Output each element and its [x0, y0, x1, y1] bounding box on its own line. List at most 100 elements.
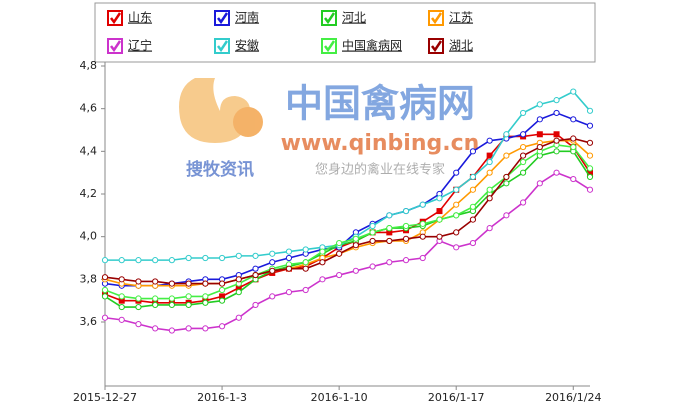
point	[336, 239, 343, 247]
legend-label[interactable]: 山东	[128, 11, 152, 25]
series-line	[104, 137, 591, 285]
point	[419, 220, 426, 227]
legend-item[interactable]: 江苏	[428, 10, 473, 26]
point	[101, 293, 109, 300]
point	[486, 195, 493, 202]
point	[536, 143, 543, 151]
point	[219, 293, 226, 300]
point	[587, 169, 593, 176]
point	[168, 280, 175, 287]
point	[469, 173, 477, 181]
legend-item[interactable]: 辽宁	[107, 38, 152, 54]
point	[185, 325, 192, 332]
point	[469, 148, 477, 155]
point	[135, 257, 142, 264]
legend-item[interactable]: 河北	[321, 10, 366, 26]
legend-check[interactable]	[110, 12, 122, 25]
legend-item[interactable]: 山东	[107, 10, 152, 26]
legend-label[interactable]: 河南	[235, 10, 259, 25]
point	[520, 199, 527, 206]
point	[469, 203, 477, 210]
watermark-brand: 搜牧资讯	[186, 159, 254, 180]
point	[402, 235, 410, 242]
legend-item[interactable]: 河南	[214, 10, 259, 26]
point	[252, 252, 259, 259]
point	[503, 180, 510, 187]
point	[453, 244, 460, 251]
point	[386, 225, 393, 232]
y-tick-label: 4,0	[80, 230, 98, 243]
legend-item[interactable]: 安徽	[214, 38, 259, 54]
point	[285, 265, 293, 272]
point	[369, 222, 376, 230]
point	[235, 252, 242, 259]
y-tick-label: 4,2	[80, 187, 98, 200]
point	[202, 280, 209, 287]
point	[319, 276, 326, 283]
legend-label[interactable]: 湖北	[449, 38, 473, 53]
point	[586, 173, 594, 181]
x-tick-label: 2015-12-27	[73, 391, 137, 402]
point	[386, 259, 393, 266]
point	[218, 254, 226, 262]
point	[302, 246, 309, 253]
point	[252, 301, 259, 309]
legend-item[interactable]: 湖北	[428, 38, 473, 54]
point	[469, 239, 477, 247]
point	[168, 327, 175, 334]
point	[168, 257, 175, 264]
point	[235, 314, 242, 321]
legend-label[interactable]: 中国禽病网	[342, 38, 402, 53]
point	[586, 107, 594, 114]
point	[486, 186, 493, 193]
point	[503, 173, 510, 181]
legend-label[interactable]: 安徽	[235, 38, 259, 53]
point	[352, 242, 359, 249]
point	[469, 186, 477, 193]
point	[118, 293, 125, 300]
point	[419, 233, 426, 240]
legend-check[interactable]	[324, 12, 336, 25]
point	[101, 257, 109, 264]
point	[185, 254, 192, 262]
point	[269, 250, 276, 257]
watermark-title: 中国禽病网	[285, 82, 475, 126]
point	[436, 233, 443, 240]
legend-check[interactable]	[217, 12, 229, 25]
x-tick-label: 2016/1-17	[428, 391, 485, 402]
point	[553, 97, 560, 104]
point	[118, 303, 125, 311]
legend-check[interactable]	[431, 12, 443, 25]
point	[269, 259, 276, 266]
point	[586, 122, 594, 129]
point	[570, 88, 577, 95]
legend-check[interactable]	[217, 40, 229, 53]
x-tick-label: 2016-1-3	[197, 391, 247, 402]
point	[185, 301, 192, 309]
logo-shape	[179, 78, 251, 143]
point	[218, 280, 226, 287]
point	[235, 284, 242, 291]
point	[101, 286, 109, 294]
legend-label[interactable]: 江苏	[449, 11, 473, 25]
point	[402, 257, 410, 264]
legend-check[interactable]	[110, 40, 122, 53]
legend-check[interactable]	[431, 40, 443, 53]
point	[302, 259, 309, 266]
point	[536, 101, 543, 108]
point	[185, 293, 192, 300]
legend-label[interactable]: 河北	[342, 11, 366, 25]
point	[419, 201, 426, 208]
legend-check[interactable]	[324, 40, 336, 53]
point	[586, 165, 594, 172]
point	[386, 212, 393, 219]
point	[536, 180, 543, 187]
legend-label[interactable]: 辽宁	[128, 38, 152, 53]
point	[152, 301, 159, 309]
point	[285, 289, 293, 296]
legend-item[interactable]: 中国禽病网	[321, 38, 402, 54]
point	[553, 109, 560, 117]
watermark	[179, 78, 263, 143]
point	[269, 267, 276, 274]
